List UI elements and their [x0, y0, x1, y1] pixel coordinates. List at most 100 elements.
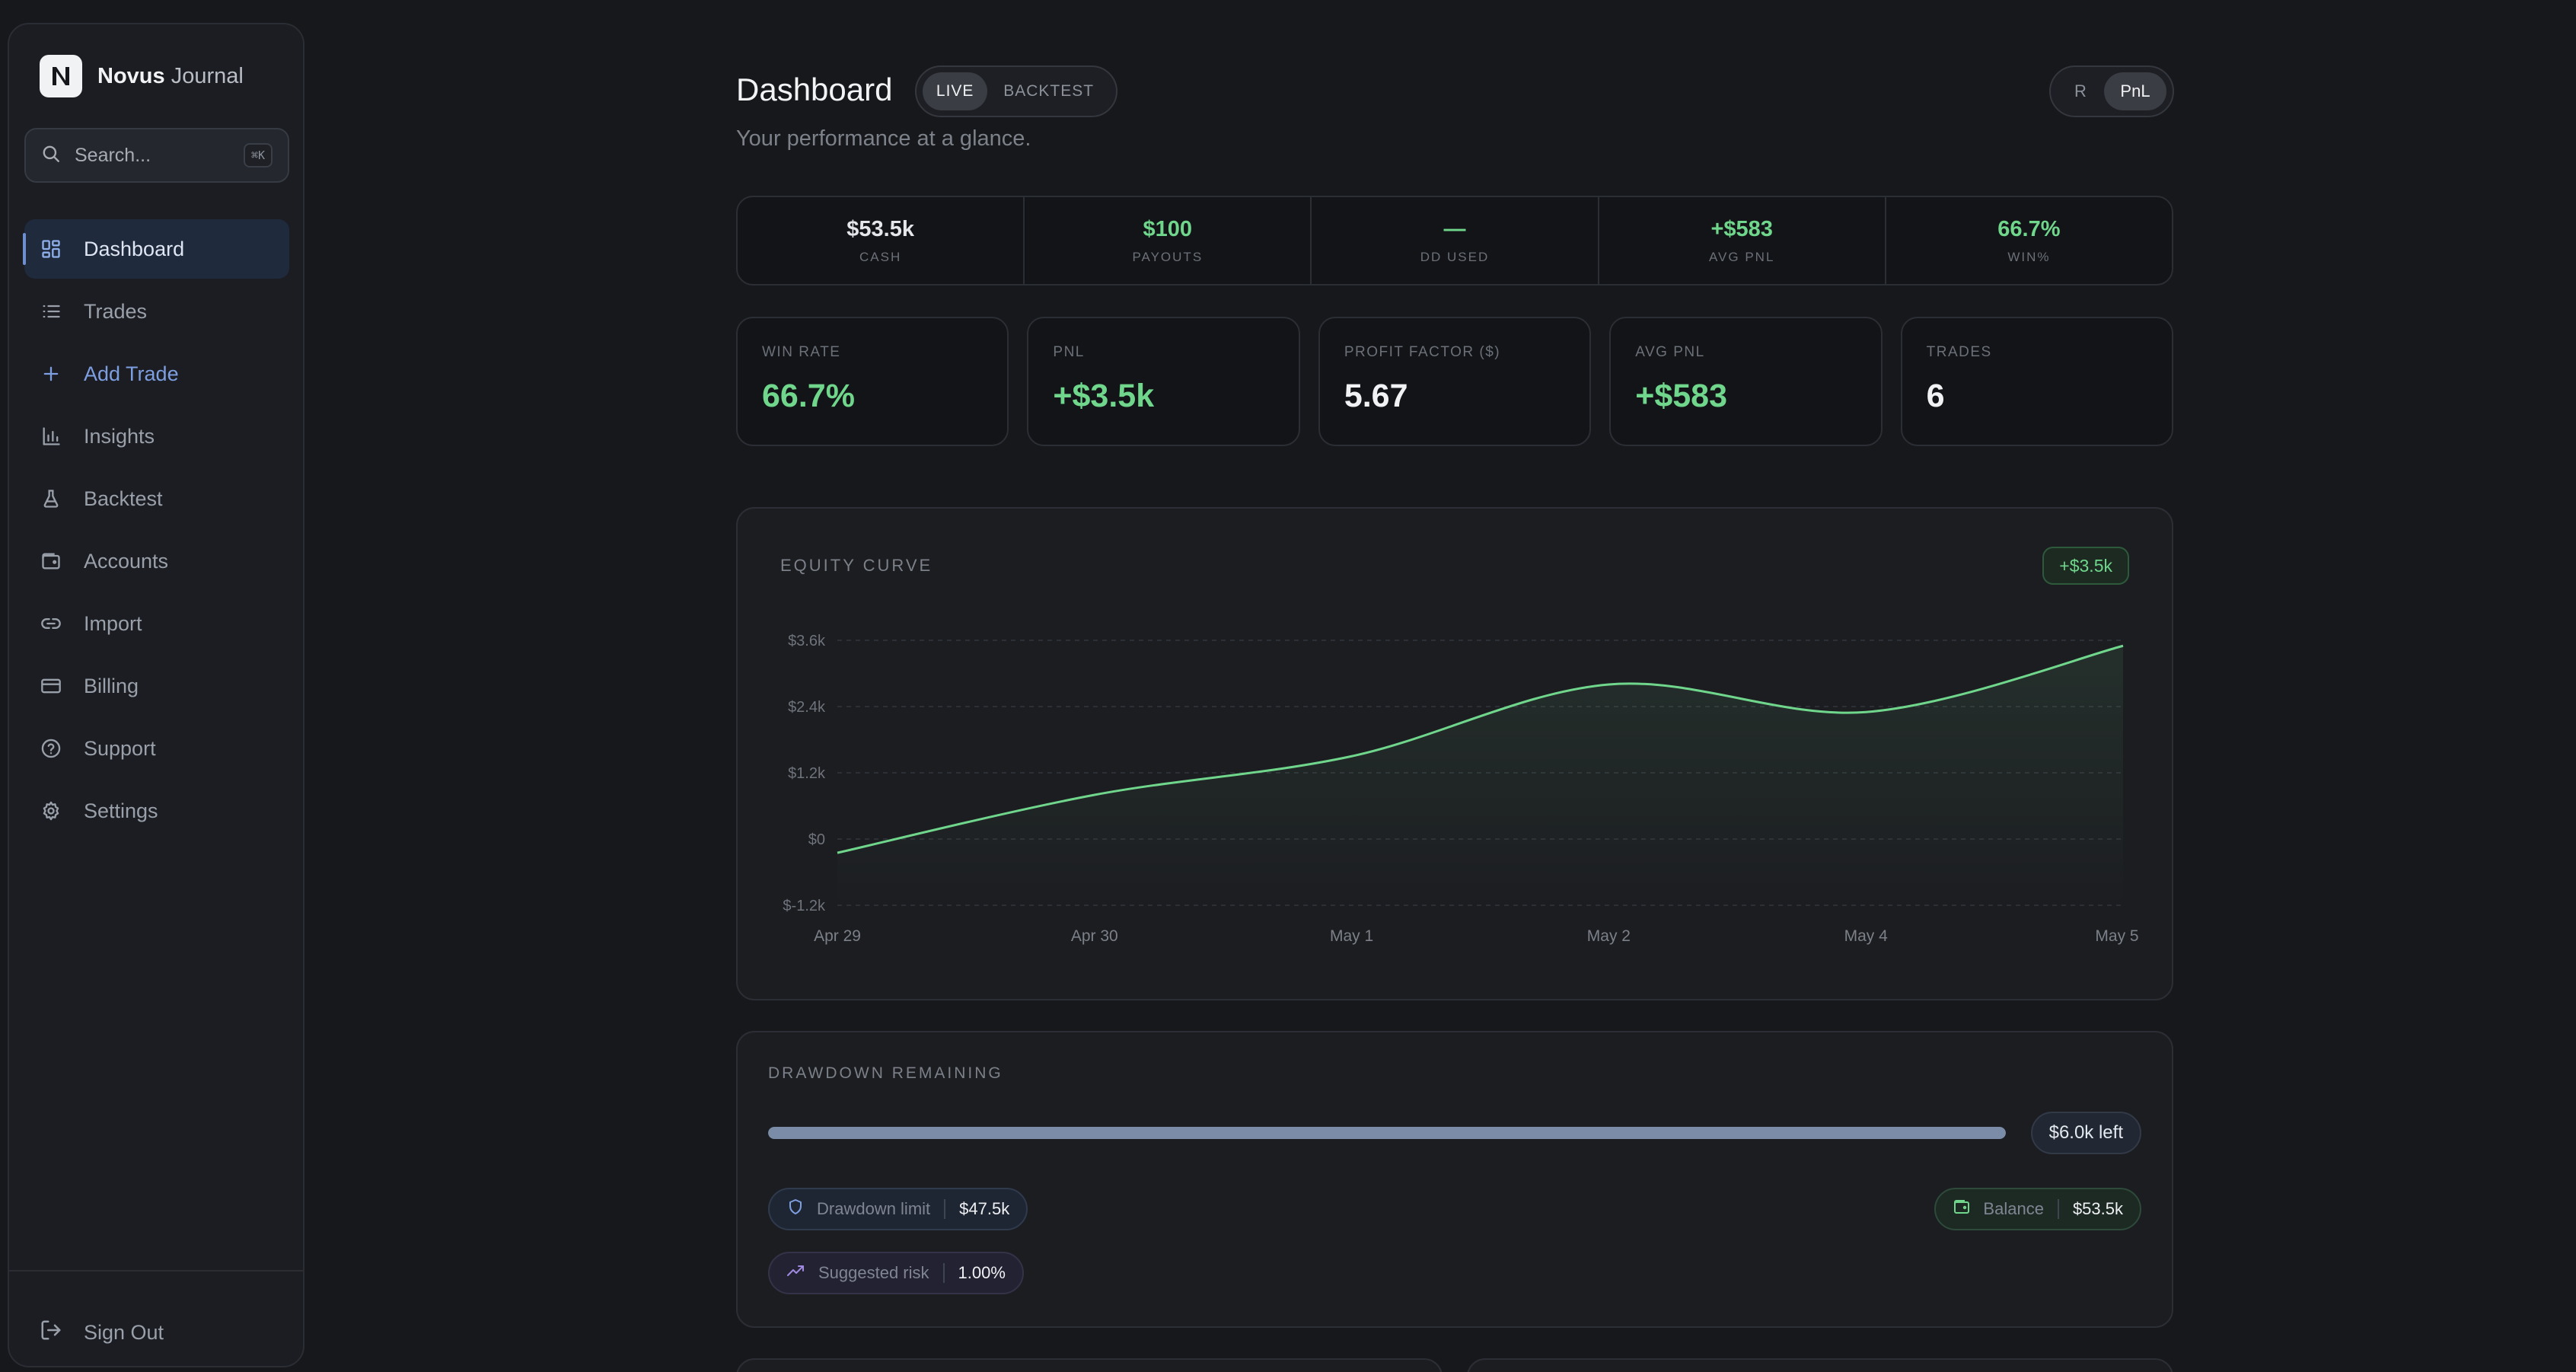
credit-card-icon [40, 675, 62, 697]
summary-label: CASH [859, 249, 902, 264]
page-subtitle: Your performance at a glance. [736, 126, 1031, 151]
unit-r-button[interactable]: R [2074, 81, 2087, 101]
sidebar-item-add-trade[interactable]: Add Trade [24, 344, 289, 404]
sidebar-item-settings[interactable]: Settings [24, 781, 289, 841]
list-icon [40, 300, 62, 323]
sign-out-label: Sign Out [84, 1321, 164, 1344]
metric-label: PROFIT FACTOR ($) [1344, 344, 1501, 360]
metric-card-pnl: PNL +$3.5k [1027, 317, 1300, 446]
balance-label: Balance [1983, 1199, 2044, 1218]
sidebar-item-label: Settings [84, 799, 158, 822]
metric-value: 6 [1926, 378, 1945, 414]
brand[interactable]: Novus Journal [40, 55, 244, 97]
sidebar-item-label: Billing [84, 674, 139, 697]
equity-area [837, 646, 2123, 905]
sidebar-item-billing[interactable]: Billing [24, 656, 289, 716]
summary-payouts: $100 PAYOUTS [1025, 197, 1312, 284]
summary-value: +$583 [1710, 216, 1773, 241]
novus-logo-icon [40, 55, 82, 97]
mode-live-button[interactable]: LIVE [923, 72, 988, 110]
metric-value: +$3.5k [1053, 378, 1155, 414]
plus-icon [40, 362, 62, 385]
search-shortcut: ⌘K [243, 143, 273, 168]
trending-up-icon [786, 1262, 806, 1284]
help-circle-icon [40, 737, 62, 760]
pill-separator [944, 1199, 946, 1219]
drawdown-panel: DRAWDOWN REMAINING $6.0k left Drawdown l… [736, 1031, 2173, 1328]
wallet-icon [40, 550, 62, 573]
equity-curve-title: EQUITY CURVE [780, 556, 933, 575]
y-tick-label: $1.2k [788, 765, 826, 782]
metric-card-trades: TRADES 6 [1900, 317, 2174, 446]
metric-card-avg-pnl: AVG PNL +$583 [1609, 317, 1883, 446]
suggested-risk-pill: Suggested risk 1.00% [768, 1252, 1024, 1294]
y-tick-label: $2.4k [788, 699, 826, 716]
metric-cards: WIN RATE 66.7% PNL +$3.5k PROFIT FACTOR … [736, 317, 2174, 446]
summary-value: $53.5k [846, 216, 914, 241]
shield-icon [786, 1198, 805, 1220]
sidebar-item-trades[interactable]: Trades [24, 282, 289, 341]
sidebar-item-insights[interactable]: Insights [24, 407, 289, 466]
suggested-risk-label: Suggested risk [818, 1263, 929, 1282]
metric-label: TRADES [1926, 344, 1992, 360]
drawdown-limit-value: $47.5k [959, 1199, 1010, 1218]
equity-line [837, 644, 2124, 854]
metric-value: +$583 [1635, 378, 1727, 414]
sidebar-item-import[interactable]: Import [24, 594, 289, 653]
balance-value: $53.5k [2072, 1199, 2123, 1218]
sidebar: Novus Journal Search... ⌘K Dashboard Tra… [8, 23, 304, 1367]
sidebar-item-label: Import [84, 611, 142, 635]
equity-curve-panel: EQUITY CURVE +$3.5k $3.6k $2.4k $1.2k $0 $-1… [736, 507, 2173, 1000]
lower-panel-right [1467, 1358, 2173, 1372]
sign-out-button[interactable]: Sign Out [40, 1319, 164, 1347]
sidebar-item-label: Add Trade [84, 362, 179, 385]
summary-value: 66.7% [1997, 216, 2061, 241]
sidebar-item-support[interactable]: Support [24, 719, 289, 778]
link-icon [40, 612, 62, 635]
metric-label: PNL [1053, 344, 1085, 360]
metric-value: 66.7% [762, 378, 855, 414]
x-tick-label: Apr 30 [1071, 927, 1118, 945]
y-tick-label: $3.6k [788, 633, 826, 649]
drawdown-progress-bar [768, 1127, 2006, 1139]
sidebar-divider [9, 1270, 303, 1271]
search-placeholder: Search... [75, 144, 151, 166]
pill-separator [942, 1263, 945, 1283]
summary-avg-pnl: +$583 AVG PNL [1599, 197, 1886, 284]
summary-label: AVG PNL [1708, 249, 1775, 264]
flask-icon [40, 487, 62, 510]
summary-value: — [1443, 216, 1466, 241]
mode-backtest-button[interactable]: BACKTEST [1003, 82, 1095, 100]
unit-pnl-button[interactable]: PnL [2104, 72, 2166, 110]
sidebar-item-dashboard[interactable]: Dashboard [23, 219, 289, 279]
sidebar-item-backtest[interactable]: Backtest [24, 469, 289, 528]
lower-panel-left [736, 1358, 1443, 1372]
sidebar-item-label: Accounts [84, 549, 169, 573]
brand-name-light: Journal [171, 63, 244, 88]
search-icon [41, 144, 61, 168]
drawdown-progress-fill [768, 1127, 2006, 1139]
summary-cash: $53.5k CASH [738, 197, 1025, 284]
balance-pill: Balance $53.5k [1934, 1188, 2141, 1230]
x-tick-label: May 2 [1587, 927, 1631, 945]
summary-label: PAYOUTS [1132, 249, 1204, 264]
logout-icon [40, 1319, 62, 1347]
brand-name: Novus Journal [97, 64, 244, 89]
drawdown-title: DRAWDOWN REMAINING [768, 1064, 1003, 1082]
x-tick-label: Apr 29 [814, 927, 861, 945]
page-title: Dashboard [736, 72, 893, 107]
sidebar-item-accounts[interactable]: Accounts [24, 531, 289, 591]
drawdown-limit-label: Drawdown limit [817, 1199, 931, 1218]
sidebar-item-label: Support [84, 736, 156, 760]
equity-total-badge: +$3.5k [2042, 547, 2129, 585]
pill-separator [2057, 1199, 2059, 1219]
summary-dd-used: — DD USED [1312, 197, 1599, 284]
equity-chart[interactable]: $3.6k $2.4k $1.2k $0 $-1.2k Apr 29 Apr 30 May … [738, 509, 2175, 1002]
dashboard-icon [40, 238, 62, 260]
drawdown-limit-pill: Drawdown limit $47.5k [768, 1188, 1028, 1230]
summary-label: WIN% [2007, 249, 2051, 264]
metric-card-win-rate: WIN RATE 66.7% [736, 317, 1009, 446]
unit-toggle: R PnL [2049, 65, 2174, 117]
x-tick-label: May 5 [2095, 927, 2138, 945]
search-input[interactable]: Search... ⌘K [24, 128, 289, 183]
